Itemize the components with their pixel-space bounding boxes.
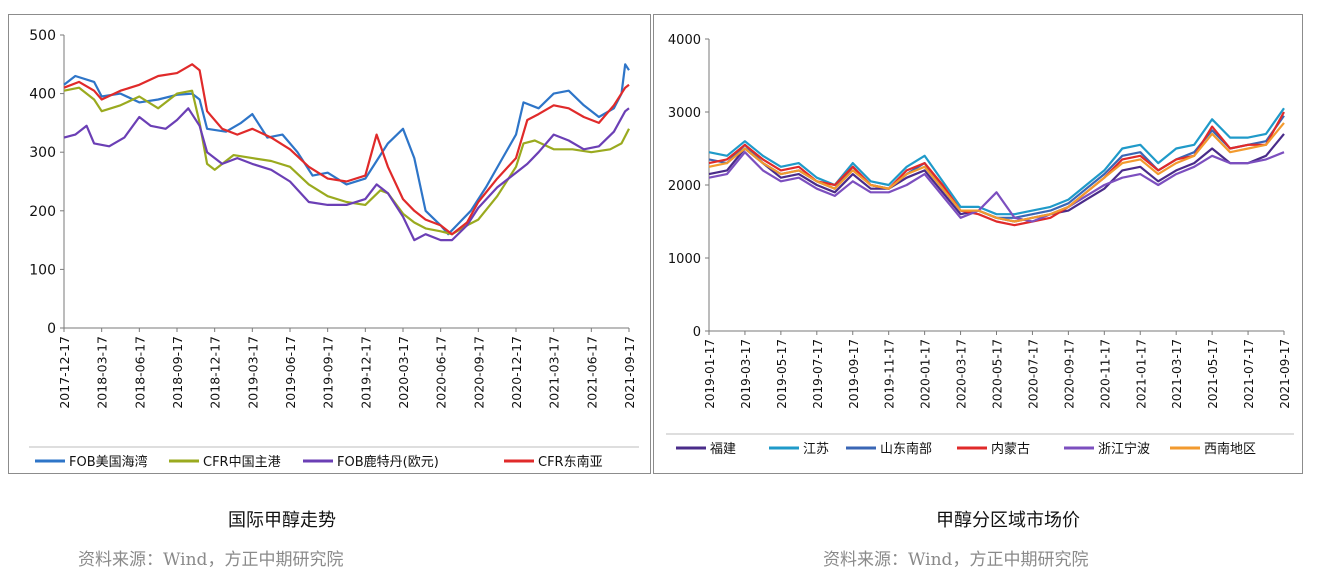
chart-panel-regional: 0 1000 2000 3000 4000 2019-01-17 2019-03-17 201… xyxy=(653,14,1303,474)
series-line-1 xyxy=(708,107,1285,216)
legend-label: CFR中国主港 xyxy=(203,455,281,470)
x-tick-label: 2020-12-17 xyxy=(509,336,524,409)
x-tick-label: 2020-01-17 xyxy=(919,339,933,409)
series-line-3 xyxy=(63,63,630,236)
chart-panel-international: 0 100 200 300 400 500 2017-12-17 2018-03-17 2018… xyxy=(8,14,651,474)
x-tick-label: 2020-11-17 xyxy=(1098,339,1112,409)
x-tick-label: 2019-06-17 xyxy=(283,336,298,409)
series-line-4 xyxy=(708,151,1285,223)
x-tick-label: 2020-03-17 xyxy=(955,339,969,409)
legend-label: CFR东南亚 xyxy=(538,454,603,470)
y-tick-label: 200 xyxy=(29,204,56,220)
series-line-1 xyxy=(63,86,630,236)
legend-label: FOB美国海湾 xyxy=(69,454,148,470)
x-tick-label: 2020-07-17 xyxy=(1026,339,1040,409)
x-tick-label: 2021-05-17 xyxy=(1206,339,1220,409)
series-line-5 xyxy=(708,122,1285,223)
legend-label: FOB鹿特丹(欧元) xyxy=(337,454,439,470)
x-tick-label: 2021-03-17 xyxy=(1170,339,1184,409)
x-tick-label: 2019-07-17 xyxy=(811,339,825,409)
y-tick-label: 0 xyxy=(47,321,56,337)
x-tick-label: 2020-05-17 xyxy=(991,339,1005,409)
x-tick-label: 2020-09-17 xyxy=(471,336,486,409)
x-tick-label: 2017-12-17 xyxy=(57,336,72,409)
x-tick-label: 2019-03-17 xyxy=(739,339,753,409)
y-tick-label: 0 xyxy=(693,325,701,340)
x-tick-label: 2020-06-17 xyxy=(434,336,449,409)
x-tick-label: 2021-09-17 xyxy=(622,336,637,409)
y-tick-label: 3000 xyxy=(668,106,701,121)
y-tick-label: 1000 xyxy=(668,252,701,267)
legend-label: 福建 xyxy=(710,442,736,457)
x-tick-label: 2019-11-17 xyxy=(883,339,897,409)
y-tick-label: 300 xyxy=(29,145,56,161)
y-tick-label: 100 xyxy=(29,262,56,278)
x-tick-label: 2021-03-17 xyxy=(547,336,562,409)
x-tick-label: 2020-09-17 xyxy=(1062,339,1076,409)
x-tick-label: 2021-01-17 xyxy=(1134,339,1148,409)
x-tick-label: 2019-05-17 xyxy=(775,339,789,409)
x-tick-label: 2018-03-17 xyxy=(95,336,110,409)
legend-label: 内蒙古 xyxy=(991,441,1030,457)
legend-label: 西南地区 xyxy=(1204,441,1256,457)
x-tick-label: 2021-09-17 xyxy=(1278,339,1292,409)
y-tick-label: 4000 xyxy=(668,33,701,48)
y-tick-label: 500 xyxy=(29,28,56,44)
legend-label: 江苏 xyxy=(803,441,829,457)
x-tick-label: 2021-06-17 xyxy=(584,336,599,409)
x-tick-label: 2019-09-17 xyxy=(847,339,861,409)
chart-caption-right: 甲醇分区域市场价 xyxy=(936,510,1080,531)
x-tick-label: 2020-03-17 xyxy=(396,336,411,409)
legend-label: 山东南部 xyxy=(880,441,932,457)
legend-label: 浙江宁波 xyxy=(1098,441,1150,457)
x-tick-label: 2018-06-17 xyxy=(132,336,147,409)
source-note-right: 资料来源：Wind，方正中期研究院 xyxy=(823,550,1089,570)
x-tick-label: 2019-03-17 xyxy=(245,336,260,409)
y-tick-label: 2000 xyxy=(668,179,701,194)
x-tick-label: 2018-09-17 xyxy=(170,336,185,409)
x-tick-label: 2019-01-17 xyxy=(703,339,717,409)
series-line-2 xyxy=(63,107,630,242)
source-note-left: 资料来源：Wind，方正中期研究院 xyxy=(78,550,344,570)
series-line-0 xyxy=(63,63,630,236)
y-tick-label: 400 xyxy=(29,87,56,103)
series-line-3 xyxy=(708,111,1285,227)
chart-international-methanol: 0 100 200 300 400 500 2017-12-17 2018-03-17 2018… xyxy=(29,28,639,470)
x-tick-label: 2019-09-17 xyxy=(321,336,336,409)
chart-regional-methanol: 0 1000 2000 3000 4000 2019-01-17 2019-03-17 201… xyxy=(666,33,1294,457)
x-tick-label: 2019-12-17 xyxy=(358,336,373,409)
x-tick-label: 2021-07-17 xyxy=(1242,339,1256,409)
chart-caption-left: 国际甲醇走势 xyxy=(228,510,336,531)
x-tick-label: 2018-12-17 xyxy=(208,336,223,409)
